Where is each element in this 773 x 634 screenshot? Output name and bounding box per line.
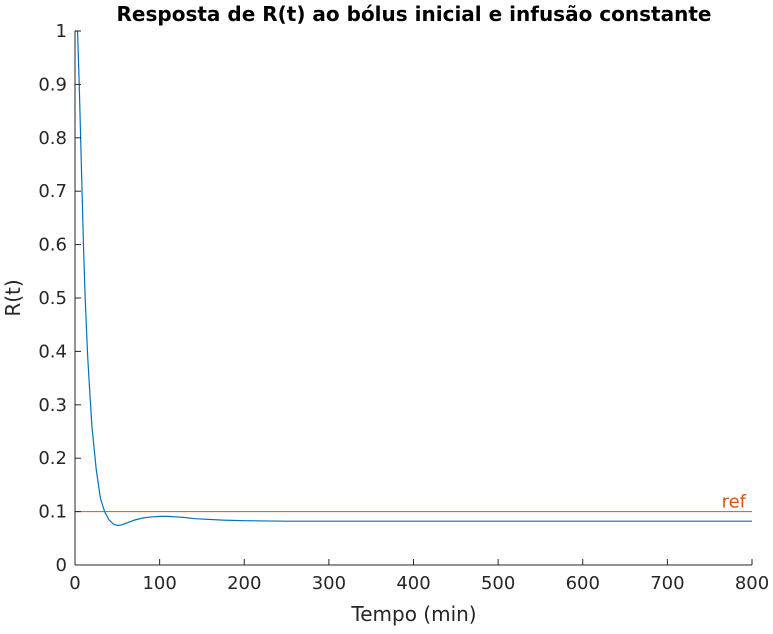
y-tick-label: 0.5: [38, 288, 67, 309]
y-tick-label: 0.1: [38, 502, 67, 523]
y-axis-label: R(t): [1, 279, 25, 316]
y-tick-label: 0.9: [38, 74, 67, 95]
x-tick-label: 800: [735, 573, 769, 594]
reference-line-label: ref: [722, 492, 747, 513]
x-tick-label: 0: [69, 573, 80, 594]
y-tick-label: 0.6: [38, 235, 67, 256]
x-tick-label: 100: [142, 573, 176, 594]
x-tick-label: 300: [312, 573, 346, 594]
y-tick-label: 0.7: [38, 181, 67, 202]
x-axis-label: Tempo (min): [350, 602, 476, 626]
x-tick-label: 500: [481, 573, 515, 594]
x-tick-label: 600: [566, 573, 600, 594]
chart-title: Resposta de R(t) ao bólus inicial e infu…: [117, 2, 712, 26]
series-line: [75, 30, 752, 527]
axes: 0 100 200 300 400 500 600 700 800 0 0.1 0.2 0.3 0.4 0.…: [38, 21, 769, 594]
y-tick-label: 0.3: [38, 395, 67, 416]
x-tick-label: 400: [396, 573, 430, 594]
y-tick-label: 0.8: [38, 128, 67, 149]
y-tick-label: 1: [56, 21, 67, 42]
x-tick-label: 200: [227, 573, 261, 594]
y-tick-label: 0: [56, 555, 67, 576]
plot-area: ref: [75, 30, 752, 527]
y-tick-label: 0.4: [38, 341, 67, 362]
x-tick-label: 700: [650, 573, 684, 594]
y-tick-label: 0.2: [38, 448, 67, 469]
